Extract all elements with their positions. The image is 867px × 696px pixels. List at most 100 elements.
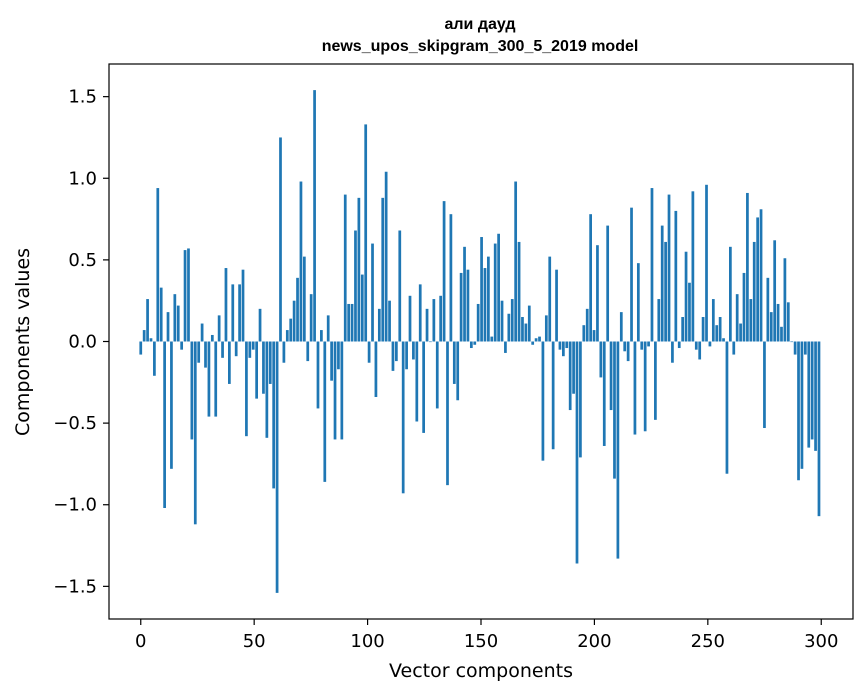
bar — [739, 323, 742, 342]
bar — [282, 341, 286, 363]
bar — [544, 315, 548, 342]
bar — [367, 341, 371, 363]
bar — [306, 341, 310, 362]
bar — [200, 323, 204, 342]
bar — [701, 317, 705, 342]
bar — [660, 225, 664, 342]
bar — [166, 312, 170, 342]
bar — [320, 330, 323, 342]
bar — [585, 308, 589, 342]
bar — [756, 217, 759, 342]
bar — [589, 214, 592, 342]
bar — [442, 201, 446, 342]
bar — [272, 341, 276, 489]
bar — [555, 269, 558, 342]
bar — [698, 341, 702, 360]
bar — [783, 258, 787, 342]
bar — [521, 317, 524, 342]
bar — [602, 341, 606, 446]
bar — [412, 341, 415, 360]
bar — [579, 341, 582, 458]
bar — [599, 341, 603, 378]
bar — [221, 341, 224, 358]
bar — [534, 338, 538, 342]
bar — [786, 302, 790, 342]
bar — [769, 312, 773, 342]
bar — [551, 341, 555, 450]
bar — [507, 313, 511, 342]
x-tick-label: 100 — [350, 631, 384, 652]
bar — [722, 338, 725, 342]
bar — [524, 323, 528, 342]
bar — [763, 341, 766, 429]
bar — [671, 341, 674, 363]
bar — [619, 312, 623, 342]
bar — [337, 341, 340, 370]
bar — [401, 341, 405, 494]
bar — [234, 341, 238, 357]
bar — [531, 341, 535, 345]
bar — [313, 90, 316, 342]
bar — [790, 341, 794, 343]
bar — [388, 300, 391, 342]
bar — [483, 268, 487, 342]
bar — [725, 341, 729, 474]
y-tick-label: −1.0 — [53, 495, 97, 516]
bar — [197, 341, 201, 363]
bar — [657, 299, 661, 342]
bar — [746, 192, 749, 342]
bar — [527, 305, 531, 342]
bar — [347, 303, 351, 342]
bar — [814, 341, 817, 451]
x-axis-label: Vector components — [389, 660, 573, 682]
bar — [309, 294, 313, 342]
bar — [374, 341, 378, 397]
bar — [149, 338, 153, 342]
bar — [217, 315, 221, 342]
x-tick-label: 50 — [243, 631, 266, 652]
bar — [504, 341, 507, 353]
bar — [735, 294, 739, 342]
bar — [452, 341, 456, 384]
bar — [729, 246, 732, 342]
chart-title-line2: news_upos_skipgram_300_5_2019 model — [322, 38, 639, 55]
bar — [667, 194, 671, 342]
bar — [343, 194, 347, 342]
bar — [718, 317, 722, 342]
bar — [241, 269, 245, 342]
bar — [214, 341, 218, 417]
bar — [803, 341, 807, 355]
bar — [694, 341, 698, 350]
bar — [429, 341, 432, 343]
y-tick-label: −0.5 — [53, 413, 97, 434]
bar — [793, 341, 797, 355]
bar — [296, 277, 299, 342]
bar — [749, 299, 753, 342]
bar — [592, 330, 596, 342]
bar — [732, 341, 736, 355]
bar — [268, 341, 272, 384]
bar — [708, 341, 712, 347]
chart-title-line1: али дауд — [444, 16, 515, 33]
bars-group — [139, 90, 821, 593]
bar — [364, 124, 368, 342]
bar — [800, 341, 804, 469]
bar — [636, 263, 640, 342]
bar — [705, 184, 708, 342]
bar — [302, 256, 306, 342]
bar — [623, 341, 627, 352]
bar — [381, 197, 385, 342]
bar — [766, 277, 770, 342]
bar — [517, 241, 521, 342]
bar — [415, 341, 419, 422]
bar — [170, 341, 173, 469]
x-tick-label: 200 — [577, 631, 611, 652]
bar — [360, 274, 364, 342]
bar — [626, 341, 630, 362]
bar — [330, 341, 333, 381]
bar — [773, 240, 777, 342]
y-tick-label: 1.5 — [68, 87, 97, 108]
bar — [163, 341, 166, 508]
x-tick-label: 150 — [464, 631, 498, 652]
bar — [279, 137, 282, 342]
